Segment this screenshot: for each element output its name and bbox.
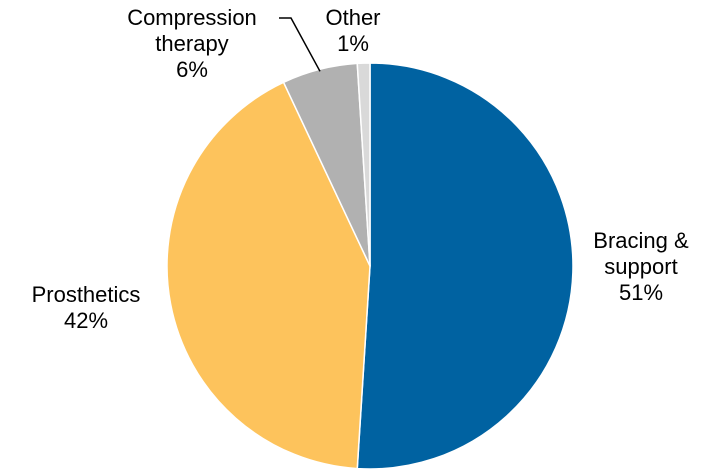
slice-value-label: 1% <box>337 31 369 56</box>
pie-slices <box>166 62 574 470</box>
slice-label-prosthetics: Prosthetics 42% <box>32 282 141 333</box>
slice-label-compression-therapy: Compression therapy 6% <box>127 5 257 82</box>
pie-slice-bracing-support <box>356 62 574 470</box>
pie-slice-prosthetics <box>166 81 371 470</box>
slice-label-other: Other 1% <box>325 5 380 56</box>
slice-value-label: 6% <box>176 57 208 82</box>
slice-labels: Bracing & support 51% Prosthetics 42% Compres… <box>32 5 689 333</box>
leader-lines <box>279 17 321 72</box>
slice-value-label: 51% <box>619 280 663 305</box>
leader-line-compression-therapy <box>279 17 321 72</box>
slice-category-label: Other <box>325 5 380 30</box>
slice-category-label: Compression <box>127 5 257 30</box>
slice-value-label: 42% <box>64 308 108 333</box>
slice-category-label: therapy <box>155 31 228 56</box>
slice-category-label: Prosthetics <box>32 282 141 307</box>
slice-category-label: support <box>604 254 677 279</box>
slice-category-label: Bracing & <box>593 228 689 253</box>
slice-label-bracing-support: Bracing & support 51% <box>593 228 689 305</box>
pie-slice-other <box>356 62 371 267</box>
